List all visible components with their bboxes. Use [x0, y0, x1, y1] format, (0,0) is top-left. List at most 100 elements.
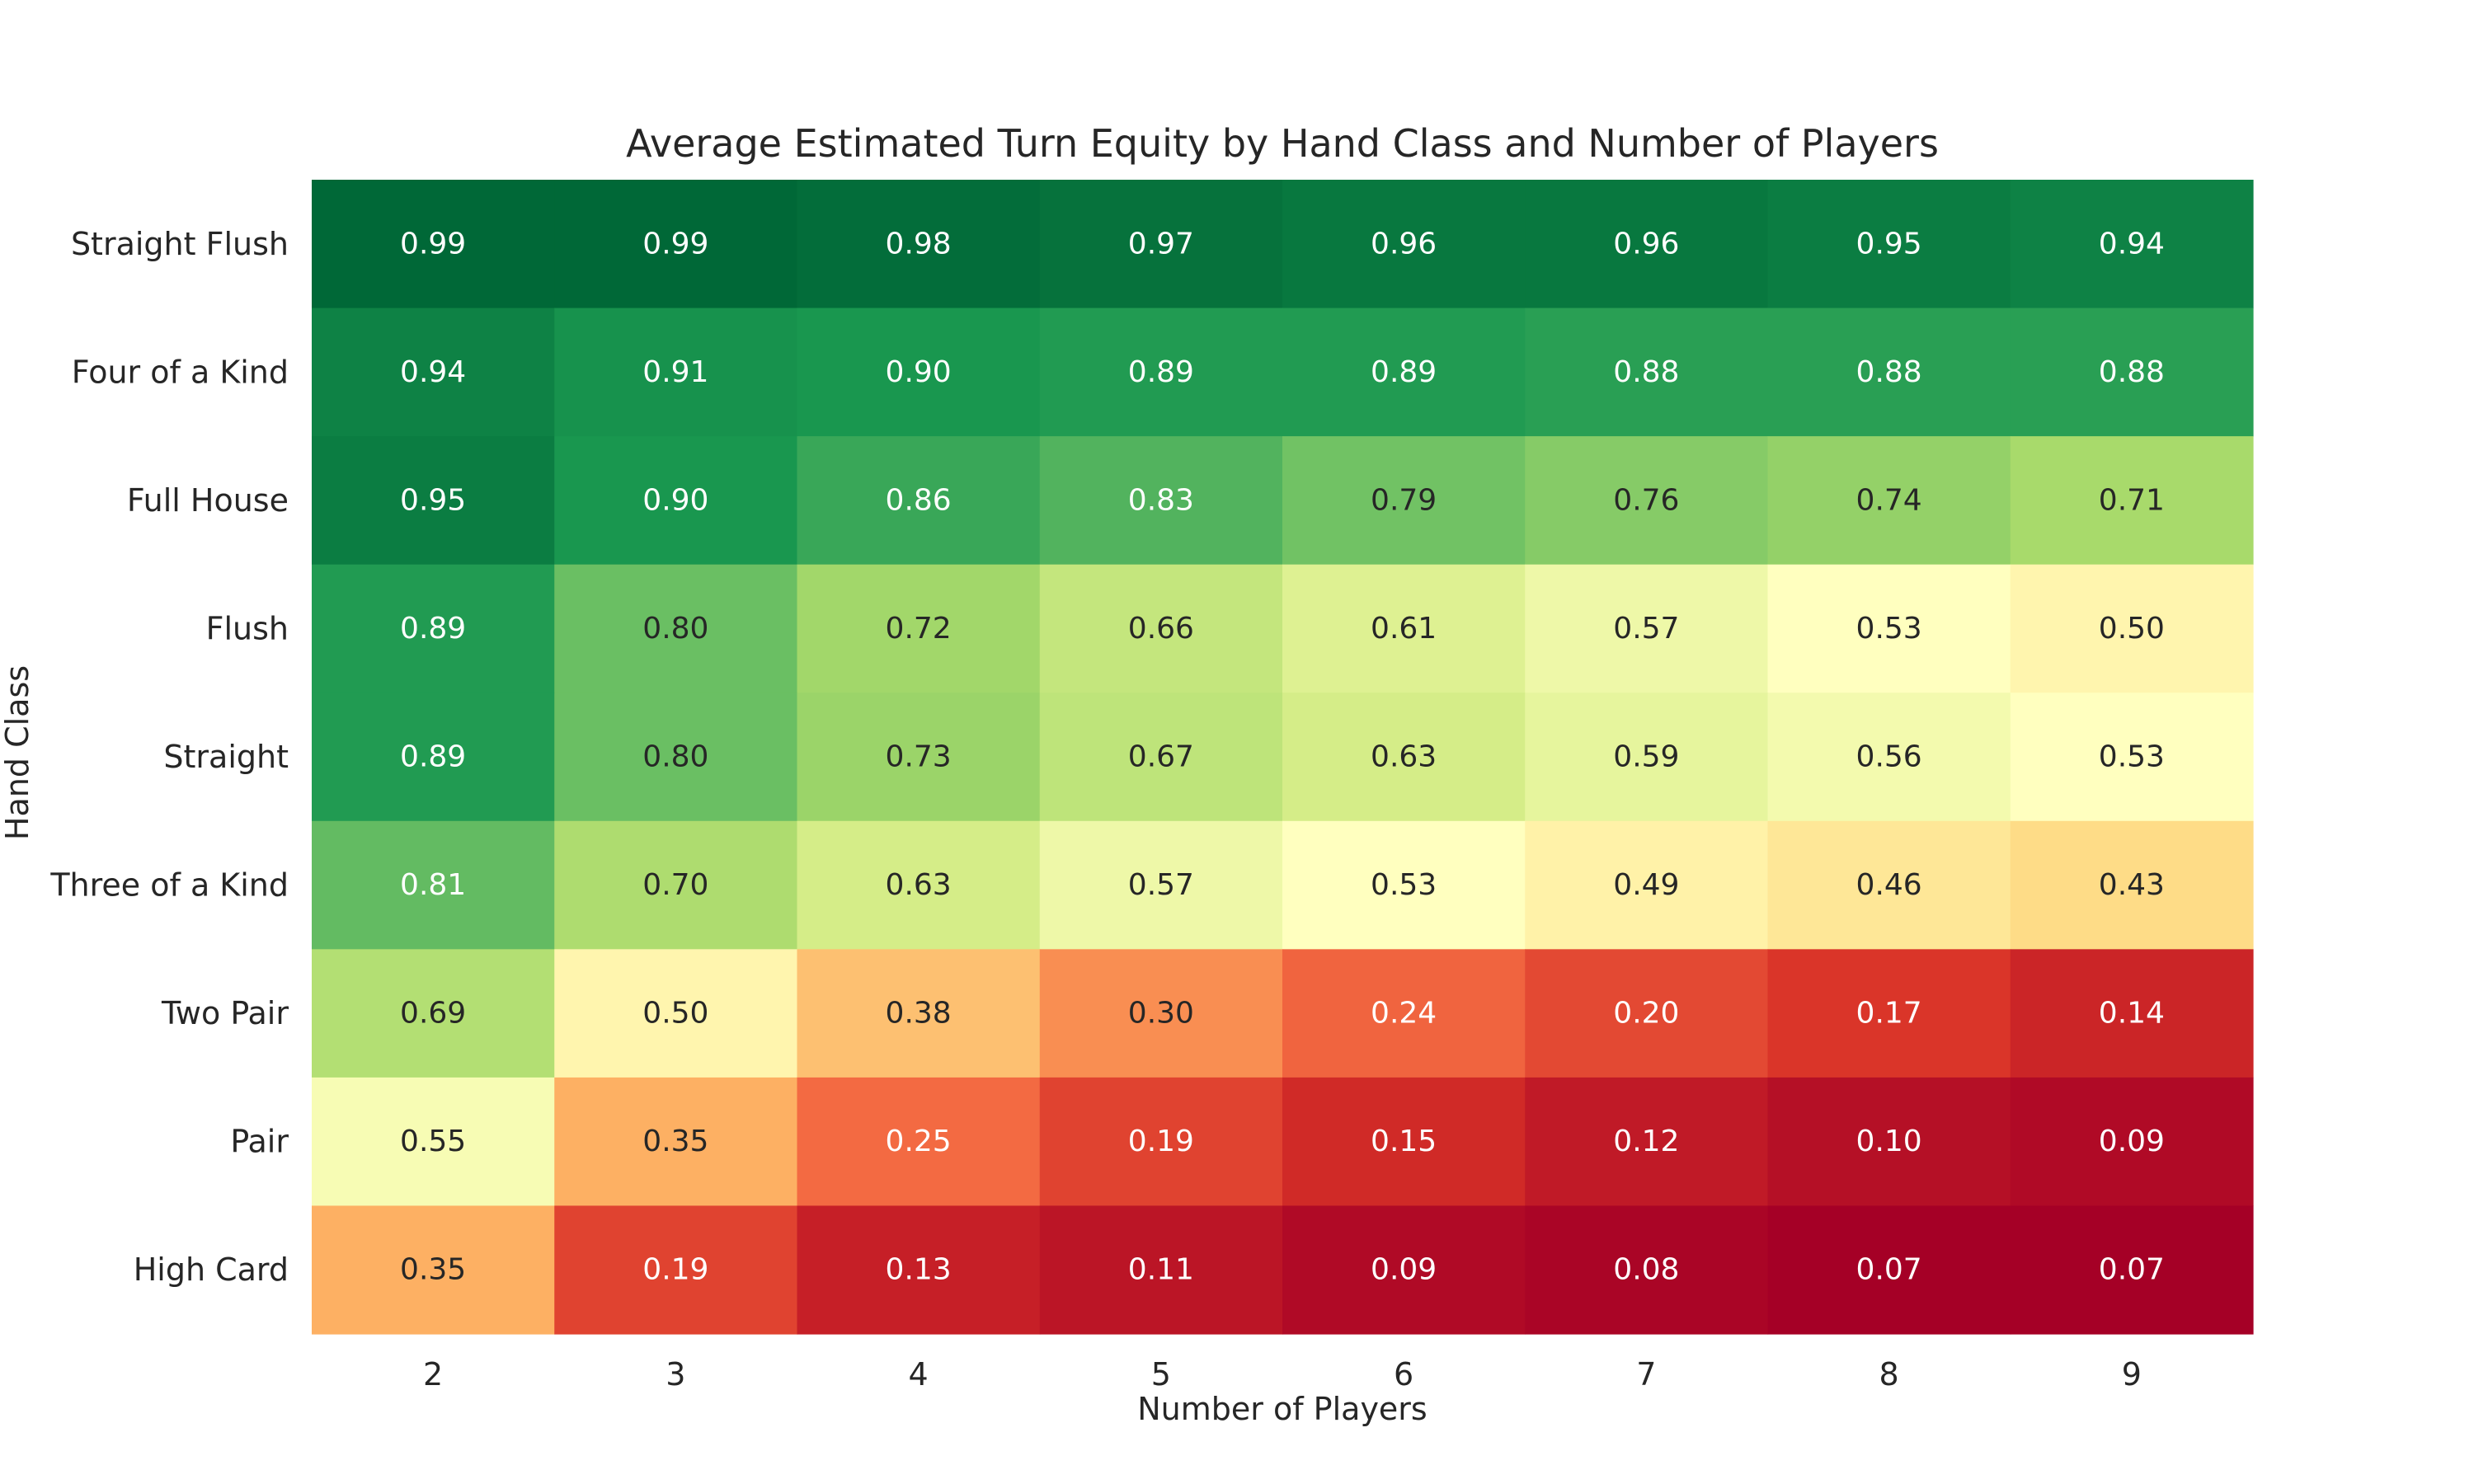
heatmap-cell — [1282, 308, 1526, 437]
heatmap-cell — [1525, 308, 1769, 437]
cell-value-label: 0.80 — [642, 740, 708, 774]
heatmap-cell — [2010, 180, 2254, 309]
heatmap-cell — [1039, 308, 1283, 437]
heatmap-cell — [554, 693, 798, 822]
heatmap-cell — [1525, 1205, 1769, 1335]
heatmap-cell — [1767, 820, 2011, 950]
heatmap-cell — [797, 1077, 1041, 1207]
heatmap-cell — [312, 564, 555, 693]
heatmap-cell — [1525, 564, 1769, 693]
y-tick-label: Full House — [127, 482, 289, 519]
cell-value-label: 0.80 — [642, 612, 708, 646]
heatmap-cell — [2010, 1077, 2254, 1207]
heatmap-cell — [554, 180, 798, 309]
cell-value-label: 0.95 — [400, 483, 466, 517]
cell-value-label: 0.67 — [1128, 740, 1194, 774]
heatmap-cell — [1767, 436, 2011, 566]
cell-value-label: 0.99 — [642, 227, 708, 261]
heatmap-cell — [1525, 1077, 1769, 1207]
cell-value-label: 0.79 — [1371, 483, 1437, 517]
x-tick-label: 8 — [1879, 1356, 1899, 1392]
cell-value-label: 0.69 — [400, 997, 466, 1031]
heatmap-cell — [1282, 436, 1526, 566]
cell-value-label: 0.98 — [886, 227, 952, 261]
cell-value-label: 0.30 — [1128, 997, 1194, 1031]
cell-value-label: 0.88 — [1856, 355, 1922, 389]
cell-value-label: 0.49 — [1613, 868, 1679, 902]
heatmap-cell — [312, 180, 555, 309]
y-tick-label: Four of a Kind — [72, 354, 289, 390]
cell-value-label: 0.73 — [886, 740, 952, 774]
heatmap-cell — [312, 1205, 555, 1335]
heatmap-cell — [1282, 564, 1526, 693]
cell-value-label: 0.99 — [400, 227, 466, 261]
heatmap-cell — [1039, 1077, 1283, 1207]
cell-value-label: 0.35 — [400, 1253, 466, 1287]
heatmap-cell — [1767, 693, 2011, 822]
cell-value-label: 0.59 — [1613, 740, 1679, 774]
x-tick-label: 3 — [666, 1356, 685, 1392]
heatmap-cell — [554, 308, 798, 437]
x-tick-label: 6 — [1394, 1356, 1413, 1392]
heatmap-cell — [2010, 693, 2254, 822]
cell-value-label: 0.88 — [1613, 355, 1679, 389]
heatmap-cell — [1767, 1205, 2011, 1335]
cell-value-label: 0.57 — [1613, 612, 1679, 646]
heatmap-cell — [1039, 820, 1283, 950]
heatmap-cell — [1525, 820, 1769, 950]
heatmap-cell — [1039, 180, 1283, 309]
cell-value-label: 0.72 — [886, 612, 952, 646]
cell-value-label: 0.53 — [1371, 868, 1437, 902]
cell-value-label: 0.81 — [400, 868, 466, 902]
heatmap-cell — [1039, 436, 1283, 566]
cell-value-label: 0.12 — [1613, 1125, 1679, 1158]
cell-value-label: 0.46 — [1856, 868, 1922, 902]
heatmap-cell — [312, 693, 555, 822]
heatmap-cell — [1039, 1205, 1283, 1335]
cell-value-label: 0.63 — [886, 868, 952, 902]
cell-value-label: 0.38 — [886, 997, 952, 1031]
heatmap-cell — [1039, 693, 1283, 822]
x-tick-labels: 2 3 4 5 6 7 8 9 — [423, 1356, 2142, 1392]
heatmap-cells: 0.99 0.99 0.98 0.97 0.96 0.96 0.95 0.94 0.94 0.91… — [312, 180, 2254, 1335]
heatmap-cell — [554, 436, 798, 566]
cell-value-label: 0.61 — [1371, 612, 1437, 646]
heatmap-cell — [312, 308, 555, 437]
cell-value-label: 0.14 — [2099, 997, 2165, 1031]
heatmap-cell — [1767, 308, 2011, 437]
cell-value-label: 0.94 — [400, 355, 466, 389]
cell-value-label: 0.90 — [642, 483, 708, 517]
cell-value-label: 0.74 — [1856, 483, 1922, 517]
cell-value-label: 0.19 — [642, 1253, 708, 1287]
cell-value-label: 0.10 — [1856, 1125, 1922, 1158]
heatmap-cell — [2010, 1205, 2254, 1335]
cell-value-label: 0.56 — [1856, 740, 1922, 774]
cell-value-label: 0.55 — [400, 1125, 466, 1158]
heatmap-cell — [2010, 949, 2254, 1078]
heatmap-cell — [312, 436, 555, 566]
heatmap-cell — [2010, 436, 2254, 566]
cell-value-label: 0.50 — [2099, 612, 2165, 646]
heatmap-cell — [797, 693, 1041, 822]
cell-value-label: 0.53 — [1856, 612, 1922, 646]
cell-value-label: 0.89 — [1371, 355, 1437, 389]
heatmap-cell — [1525, 436, 1769, 566]
cell-value-label: 0.76 — [1613, 483, 1679, 517]
cell-value-label: 0.89 — [1128, 355, 1194, 389]
heatmap-cell — [1039, 949, 1283, 1078]
heatmap-cell — [1282, 820, 1526, 950]
cell-value-label: 0.96 — [1371, 227, 1437, 261]
cell-value-label: 0.20 — [1613, 997, 1679, 1031]
heatmap-cell — [1039, 564, 1283, 693]
heatmap-cell — [554, 820, 798, 950]
heatmap-cell — [312, 820, 555, 950]
heatmap-cell — [554, 1077, 798, 1207]
y-tick-label: Straight — [163, 739, 289, 775]
heatmap-cell — [797, 308, 1041, 437]
heatmap-cell — [554, 1205, 798, 1335]
cell-value-label: 0.53 — [2099, 740, 2165, 774]
heatmap-cell — [1767, 564, 2011, 693]
cell-value-label: 0.97 — [1128, 227, 1194, 261]
cell-value-label: 0.09 — [1371, 1253, 1437, 1287]
